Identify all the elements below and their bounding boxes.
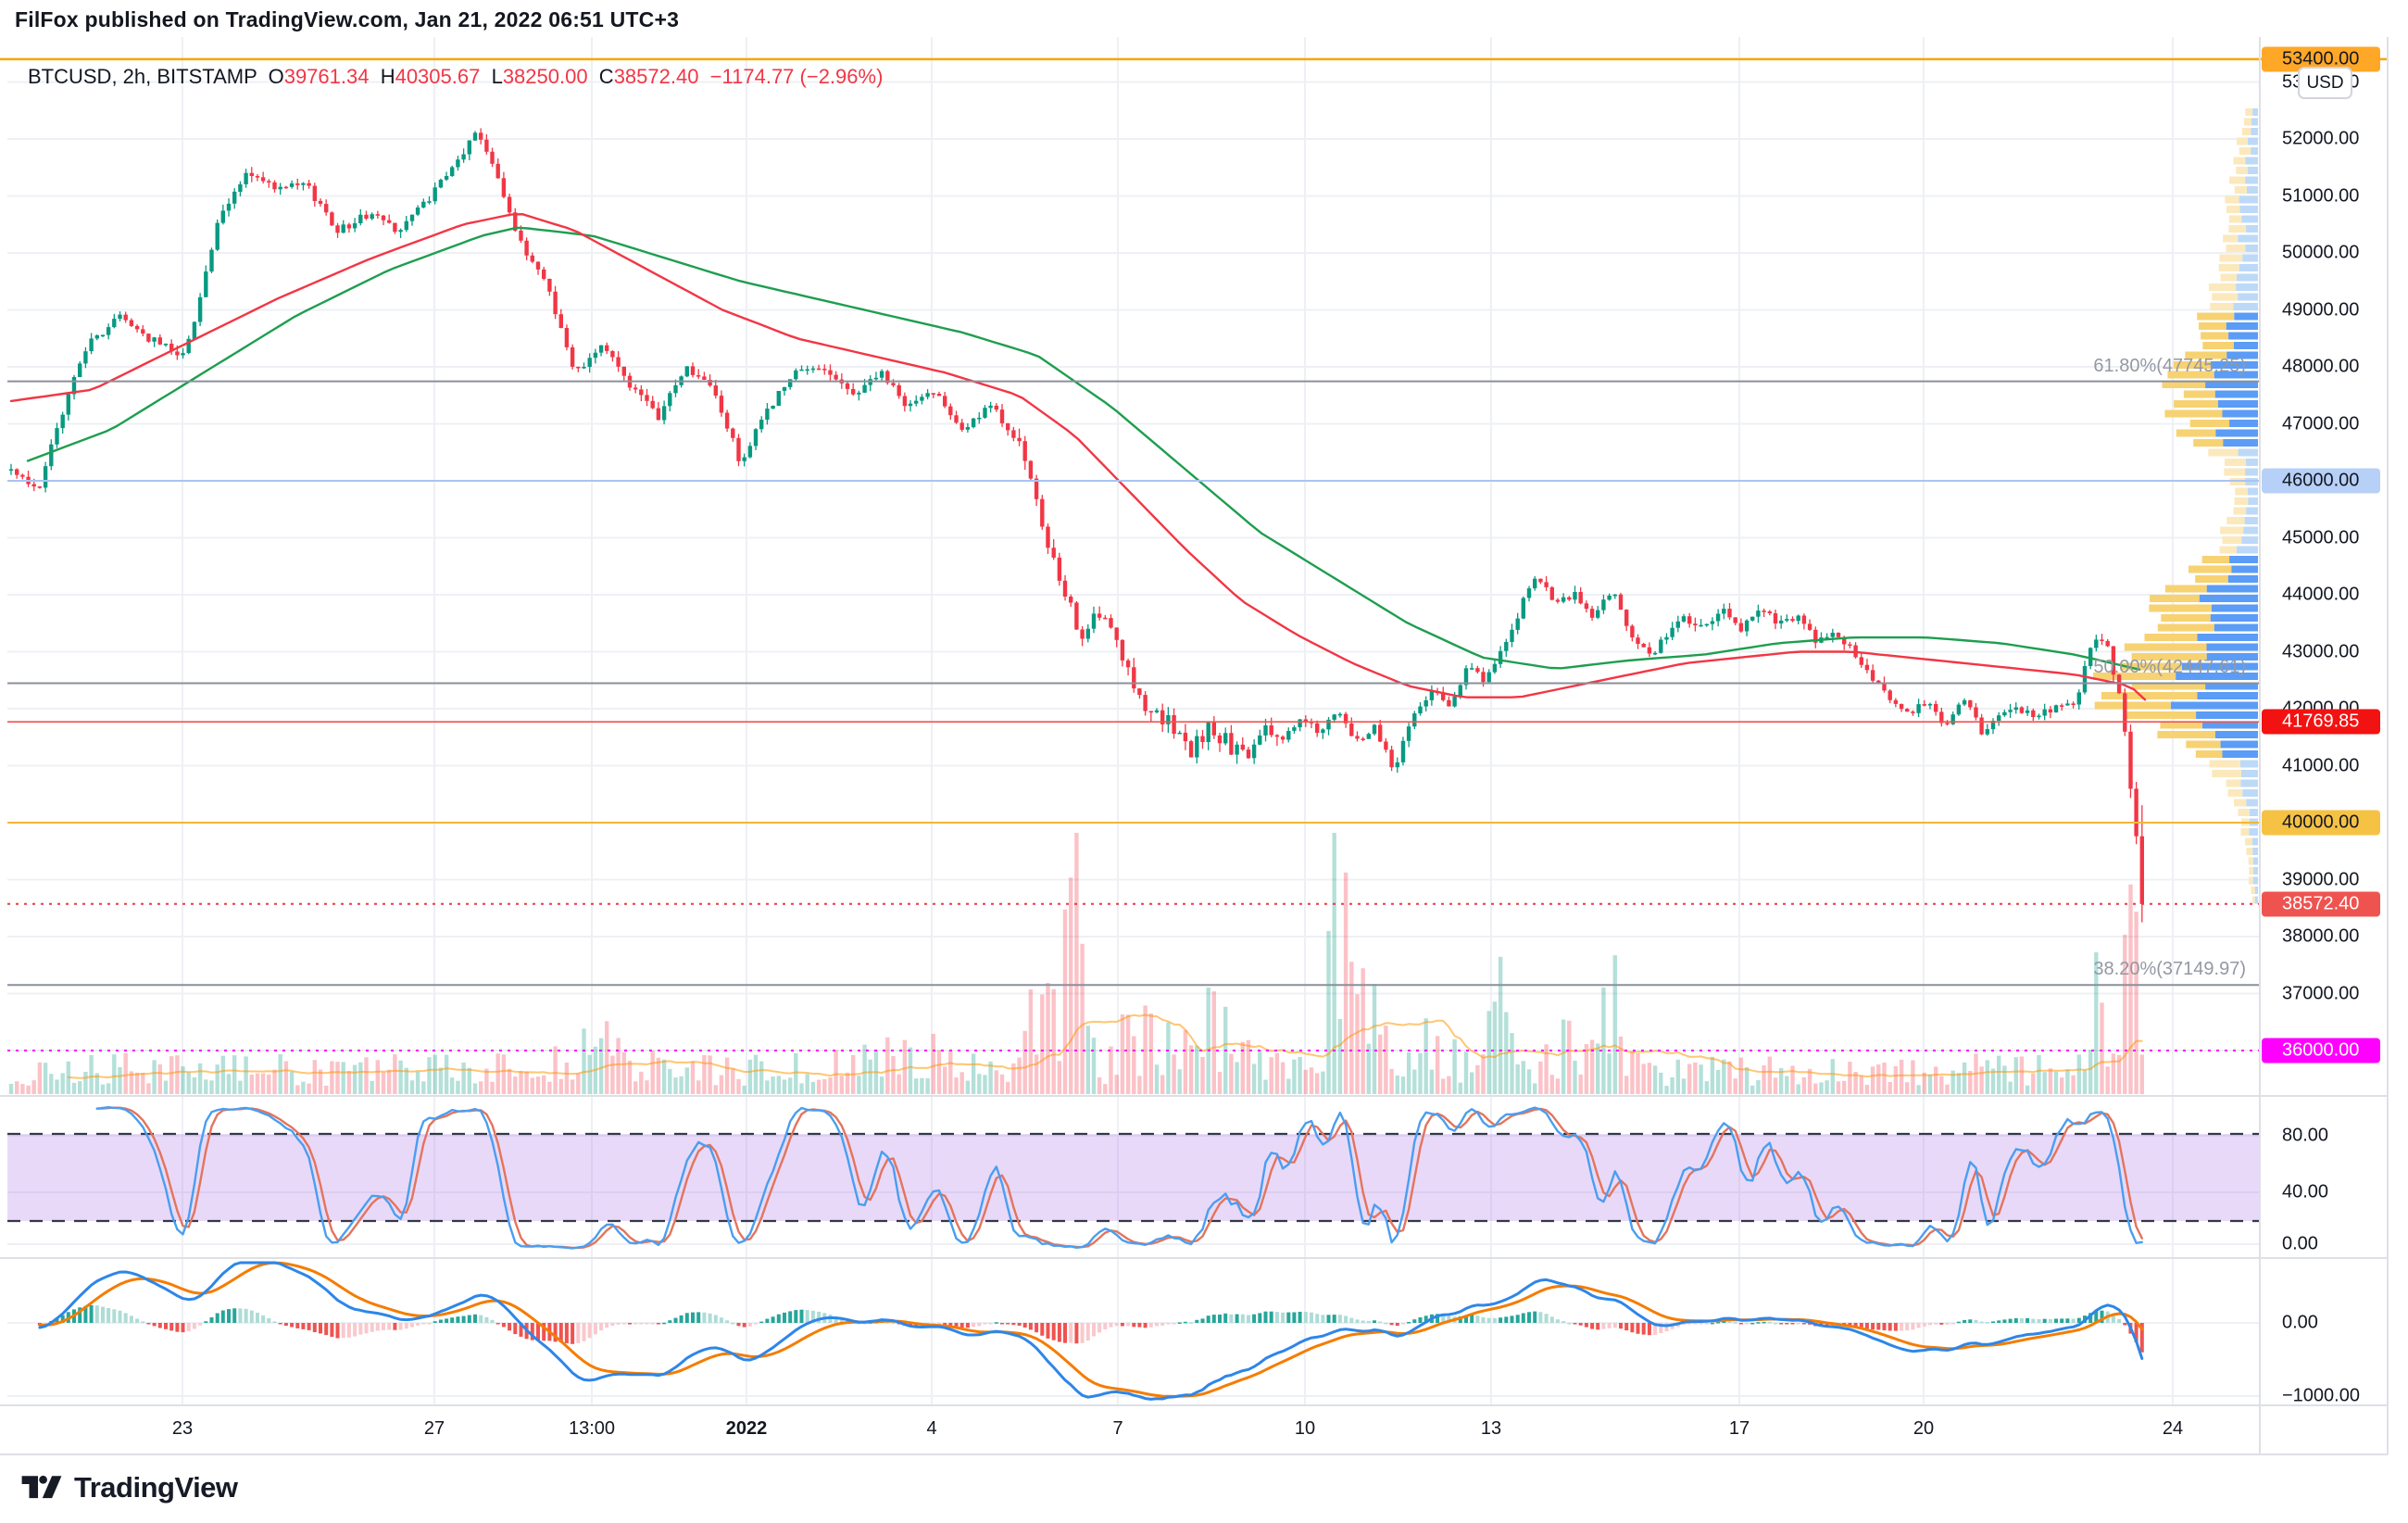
time-axis-label: 20 bbox=[1913, 1418, 1935, 1439]
price-level-label: 41769.85 bbox=[2262, 709, 2380, 735]
price-axis-label: 43000.00 bbox=[2282, 641, 2360, 661]
legend-change: −1174.77 (−2.96%) bbox=[709, 65, 884, 88]
legend-ohlc-value: 38250.00 bbox=[502, 65, 599, 88]
currency-toggle-button[interactable]: USD bbox=[2298, 67, 2352, 99]
legend-ohlc-key: O bbox=[268, 65, 284, 88]
legend-ohlc-value: 38572.40 bbox=[613, 65, 710, 88]
price-level-label: 36000.00 bbox=[2262, 1038, 2380, 1064]
legend-ohlc-key: L bbox=[491, 65, 503, 88]
time-axis-label: 7 bbox=[1112, 1418, 1123, 1439]
time-axis-label: 24 bbox=[2162, 1418, 2184, 1439]
time-axis-label: 10 bbox=[1294, 1418, 1316, 1439]
price-axis-label: 48000.00 bbox=[2282, 356, 2360, 377]
tradingview-branding-link[interactable]: TradingView bbox=[20, 1471, 238, 1504]
stoch-pane bbox=[7, 1105, 2260, 1250]
price-level-label: 46000.00 bbox=[2262, 468, 2380, 494]
price-axis-label: 39000.00 bbox=[2282, 869, 2360, 889]
ma-red-line bbox=[9, 212, 2147, 701]
macd-pane bbox=[37, 1261, 2144, 1401]
stoch-axis-label: 40.00 bbox=[2282, 1181, 2329, 1202]
price-axis-label: 50000.00 bbox=[2282, 242, 2360, 263]
volume-profile bbox=[2093, 108, 2258, 904]
pane-dividers bbox=[0, 37, 2389, 1455]
price-axis-label: 44000.00 bbox=[2282, 584, 2360, 605]
price-level-label: 40000.00 bbox=[2262, 810, 2380, 836]
price-level-label: 38572.40 bbox=[2262, 891, 2380, 917]
legend-ohlc-value: 39761.34 bbox=[283, 65, 381, 88]
stoch-axis-label: 80.00 bbox=[2282, 1125, 2329, 1146]
time-axis-label: 23 bbox=[171, 1418, 194, 1439]
candlesticks bbox=[8, 128, 2144, 923]
price-axis-label: 51000.00 bbox=[2282, 185, 2360, 206]
legend-ohlc-key: H bbox=[380, 65, 395, 88]
price-axis-label: 41000.00 bbox=[2282, 755, 2360, 775]
macd-axis-label: −1000.00 bbox=[2282, 1385, 2360, 1406]
fib-level-label: 50.00%(42447.61) bbox=[2093, 657, 2246, 678]
time-axis-label: 17 bbox=[1728, 1418, 1750, 1439]
horizontal-level-lines bbox=[0, 57, 2388, 1051]
publish-attribution: FilFox published on TradingView.com, Jan… bbox=[15, 7, 680, 31]
price-axis-label: 52000.00 bbox=[2282, 128, 2360, 149]
legend-ohlc-key: C bbox=[598, 65, 614, 88]
tradingview-logo-text: TradingView bbox=[74, 1471, 238, 1504]
macd-axis-label: 0.00 bbox=[2282, 1312, 2318, 1333]
time-axis-label: 13:00 bbox=[568, 1418, 616, 1439]
symbol-legend[interactable]: BTCUSD, 2h, BITSTAMP O39761.34 H40305.67… bbox=[28, 65, 883, 89]
time-axis-label: 27 bbox=[423, 1418, 445, 1439]
fib-level-label: 61.80%(47745.25) bbox=[2093, 355, 2246, 376]
price-axis-label: 49000.00 bbox=[2282, 299, 2360, 320]
price-axis-label: 37000.00 bbox=[2282, 983, 2360, 1003]
time-axis-label: 4 bbox=[926, 1418, 937, 1439]
time-axis-label: 2022 bbox=[725, 1418, 768, 1439]
price-axis-label: 47000.00 bbox=[2282, 413, 2360, 434]
fib-level-label: 38.20%(37149.97) bbox=[2093, 959, 2246, 980]
price-axis-label: 38000.00 bbox=[2282, 925, 2360, 947]
legend-ohlc-value: 40305.67 bbox=[395, 65, 492, 88]
tradingview-logo-icon bbox=[21, 1475, 62, 1499]
volume-bars bbox=[8, 833, 2144, 1094]
legend-symbol: BTCUSD, 2h, BITSTAMP bbox=[28, 65, 269, 88]
time-axis-label: 13 bbox=[1480, 1418, 1502, 1439]
stoch-axis-label: 0.00 bbox=[2282, 1233, 2318, 1254]
ma-green-line bbox=[26, 226, 2141, 671]
price-axis-label: 45000.00 bbox=[2282, 527, 2360, 548]
volume-ma-line bbox=[67, 1013, 2143, 1079]
